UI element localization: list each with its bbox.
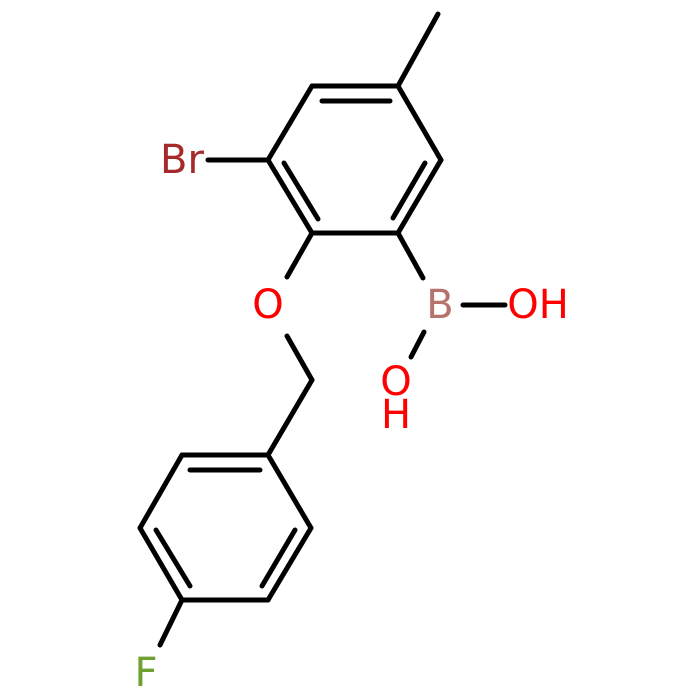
bonds — [137, 11, 508, 648]
bond — [265, 377, 315, 458]
bond — [395, 230, 426, 281]
double-bond-inner — [153, 527, 193, 589]
atom-label: OH — [507, 282, 569, 328]
atom-label: H — [381, 392, 411, 438]
atom-label: O — [252, 282, 283, 328]
bond — [395, 11, 441, 89]
bond — [137, 452, 185, 531]
bond — [395, 83, 444, 163]
bond — [395, 157, 444, 236]
bond — [157, 597, 185, 648]
atom-label: O — [380, 359, 411, 405]
bond — [137, 525, 185, 603]
double-bond-inner — [259, 527, 298, 589]
bond — [265, 157, 315, 236]
bond — [265, 83, 315, 163]
atom-label: F — [134, 650, 157, 696]
bond — [265, 525, 314, 603]
atom-label: Br — [160, 137, 204, 183]
bond — [284, 230, 315, 280]
bond — [265, 452, 314, 531]
double-bond-inner — [390, 160, 428, 221]
double-bond-inner — [281, 160, 321, 222]
bond — [284, 333, 315, 383]
bond — [408, 329, 427, 360]
atom-label: B — [426, 282, 453, 328]
